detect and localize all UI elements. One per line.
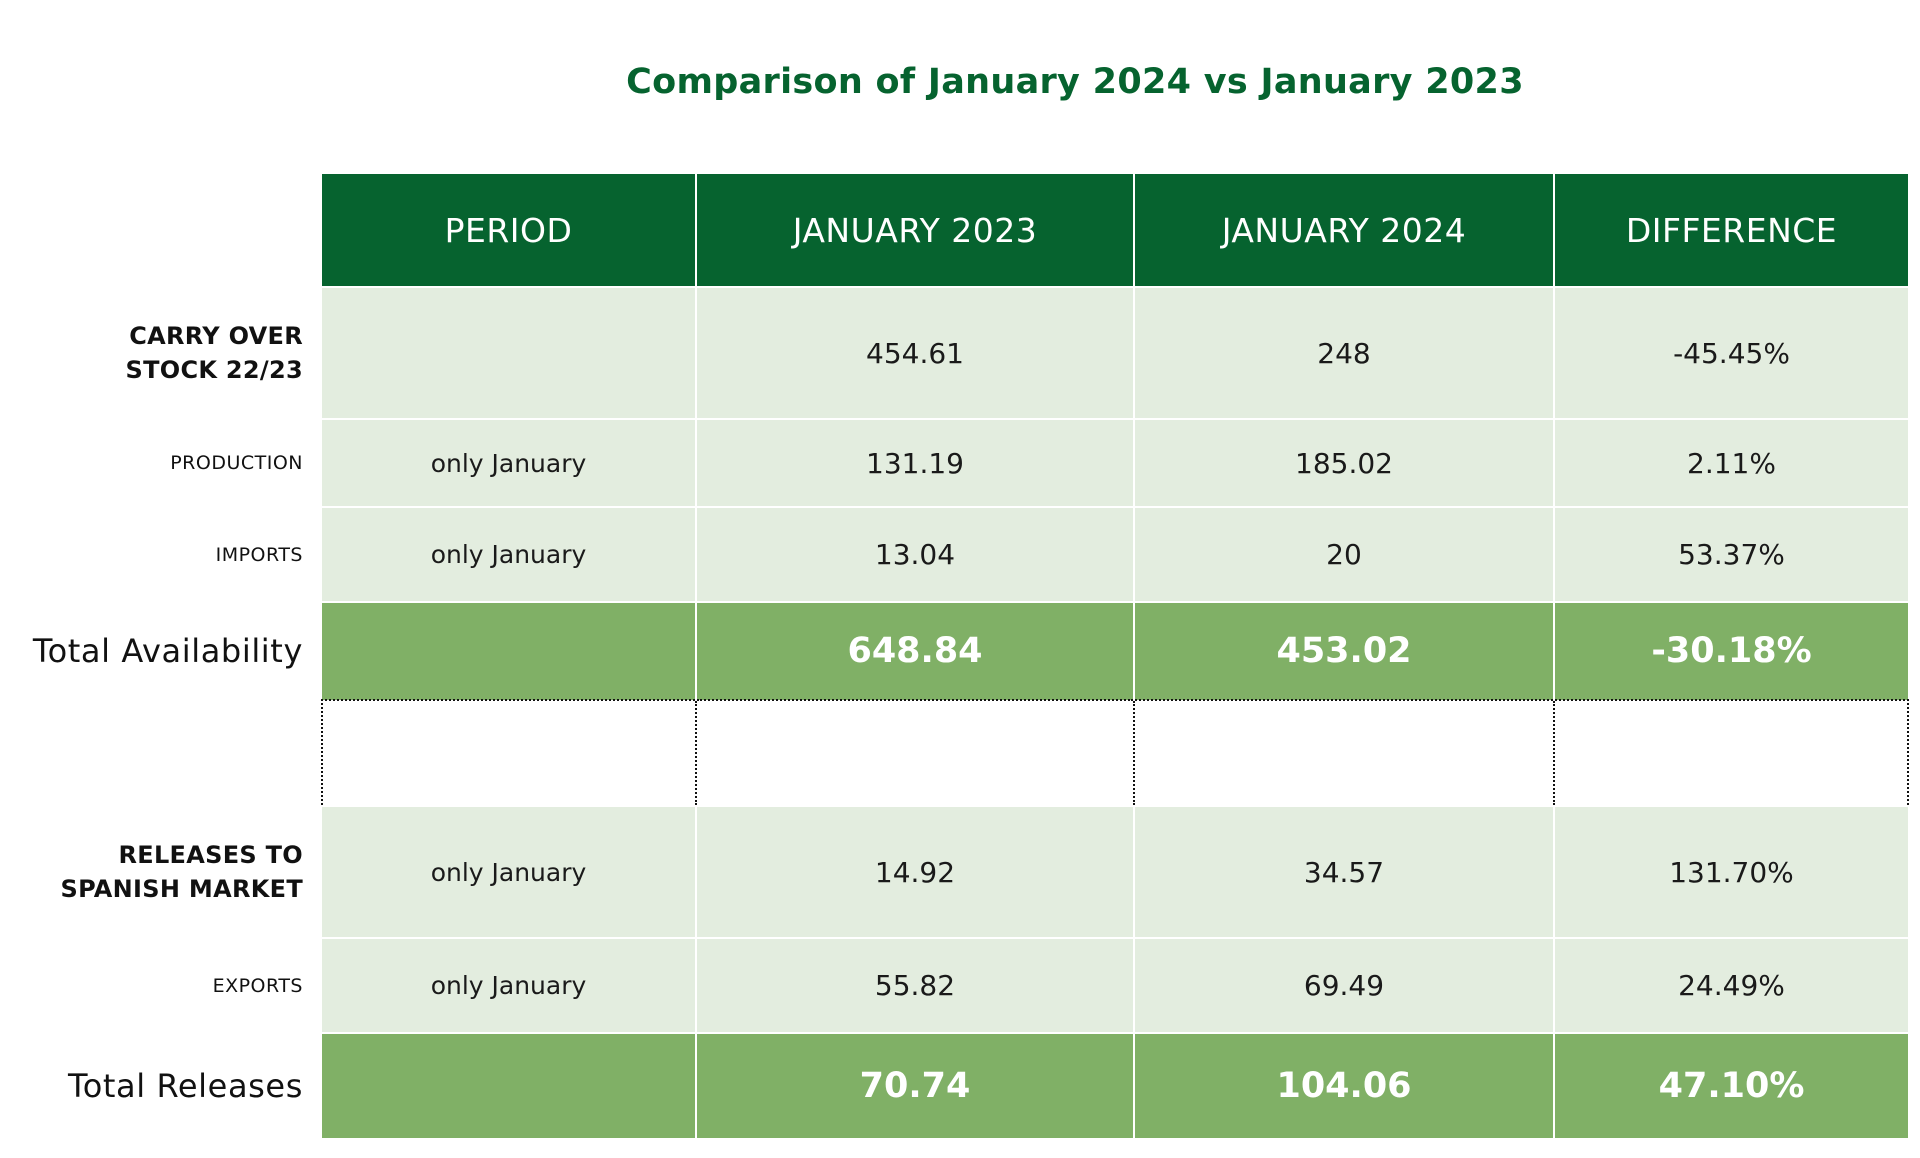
total-row: Total Releases 70.74 104.06 47.10% [0,1032,1908,1138]
cell-difference: 131.70% [1553,805,1908,938]
cell-jan-2024: 69.49 [1133,937,1554,1033]
row-label-exports: EXPORTS [0,938,322,1033]
cell-period: only January [322,805,696,938]
cell-difference: 2.11% [1553,418,1908,507]
column-header-jan-2024: JANUARY 2024 [1133,174,1554,287]
row-label-imports: IMPORTS [0,507,322,602]
cell-jan-2023: 648.84 [695,601,1134,700]
spacer-row [0,699,1909,807]
cell-difference: 53.37% [1553,506,1908,602]
cell-jan-2023: 13.04 [695,506,1134,602]
cell-period: only January [322,418,696,507]
row-label-total-releases: Total Releases [0,1033,322,1138]
spacer-cell [695,699,1134,807]
row-label-production: PRODUCTION [0,419,322,507]
cell-difference: -45.45% [1553,286,1908,419]
cell-period: only January [322,506,696,602]
cell-jan-2023: 55.82 [695,937,1134,1033]
row-label-carry-over: CARRY OVER STOCK 22/23 [0,287,322,419]
cell-jan-2024: 248 [1133,286,1554,419]
cell-jan-2024: 104.06 [1133,1032,1554,1138]
cell-period [322,286,696,419]
table-row: EXPORTS only January 55.82 69.49 24.49% [0,937,1908,1033]
column-header-period: PERIOD [322,174,696,287]
cell-period [322,1032,696,1138]
spacer-cell [1133,699,1554,807]
column-header-jan-2023: JANUARY 2023 [695,174,1134,287]
cell-jan-2023: 14.92 [695,805,1134,938]
table-row: PRODUCTION only January 131.19 185.02 2.… [0,418,1908,507]
cell-jan-2023: 454.61 [695,286,1134,419]
spacer-label [0,700,322,806]
column-header-difference: DIFFERENCE [1553,174,1908,287]
cell-jan-2024: 185.02 [1133,418,1554,507]
cell-jan-2024: 20 [1133,506,1554,602]
header-row: PERIOD JANUARY 2023 JANUARY 2024 DIFFERE… [0,174,1908,287]
row-label-releases-spanish-market: RELEASES TO SPANISH MARKET [0,806,322,938]
cell-jan-2023: 70.74 [695,1032,1134,1138]
table-row: CARRY OVER STOCK 22/23 454.61 248 -45.45… [0,286,1908,419]
spacer-cell [1553,699,1909,807]
cell-jan-2023: 131.19 [695,418,1134,507]
comparison-table: PERIOD JANUARY 2023 JANUARY 2024 DIFFERE… [0,174,1909,1138]
cell-period [322,601,696,700]
cell-jan-2024: 34.57 [1133,805,1554,938]
chart-title: Comparison of January 2024 vs January 20… [626,62,1524,102]
table-row: RELEASES TO SPANISH MARKET only January … [0,805,1908,938]
total-row: Total Availability 648.84 453.02 -30.18% [0,601,1908,700]
cell-difference: -30.18% [1553,601,1908,700]
row-label-total-availability: Total Availability [0,602,322,700]
table-row: IMPORTS only January 13.04 20 53.37% [0,506,1908,602]
header-spacer [0,174,322,287]
cell-difference: 47.10% [1553,1032,1908,1138]
cell-jan-2024: 453.02 [1133,601,1554,700]
spacer-cell [321,699,696,807]
cell-period: only January [322,937,696,1033]
cell-difference: 24.49% [1553,937,1908,1033]
